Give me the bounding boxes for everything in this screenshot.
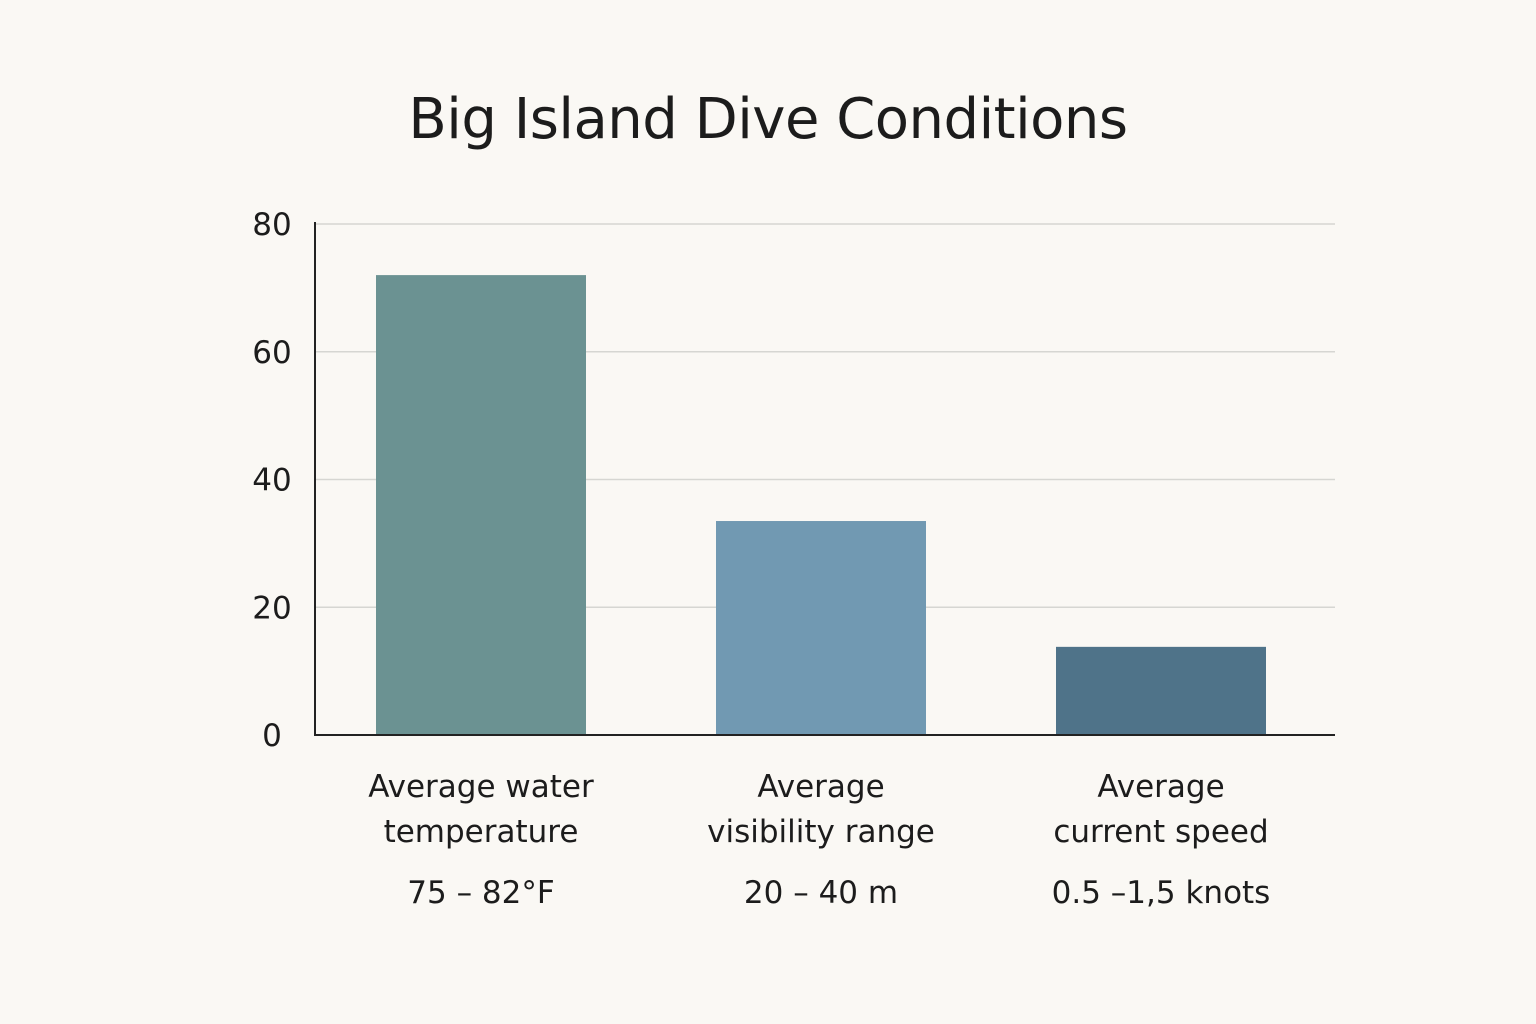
range-label: 75 – 82°F — [407, 875, 554, 911]
y-tick-label: 60 — [252, 335, 291, 371]
x-category-label: Average — [757, 769, 884, 805]
range-label: 20 – 40 m — [744, 875, 898, 911]
y-tick-label: 40 — [252, 463, 291, 499]
x-category-label: temperature — [384, 814, 579, 850]
bars — [376, 275, 1266, 735]
x-category-label: current speed — [1053, 814, 1268, 850]
y-tick-label: 0 — [262, 718, 282, 754]
x-category-label: Average water — [368, 769, 594, 805]
y-tick-label: 80 — [252, 207, 291, 243]
range-label: 0.5 –1,5 knots — [1052, 875, 1271, 911]
x-category-label: Average — [1097, 769, 1224, 805]
chart-title: Big Island Dive Conditions — [408, 87, 1128, 152]
axes — [314, 222, 1335, 736]
bar — [1056, 646, 1266, 735]
y-tick-label: 20 — [252, 590, 291, 626]
y-tick-labels: 0 20 40 60 80 — [252, 207, 291, 754]
category-labels: Average water temperature 75 – 82°F Average… — [368, 769, 1270, 911]
bar — [376, 275, 586, 735]
x-category-label: visibility range — [707, 814, 935, 850]
bar — [716, 521, 926, 735]
